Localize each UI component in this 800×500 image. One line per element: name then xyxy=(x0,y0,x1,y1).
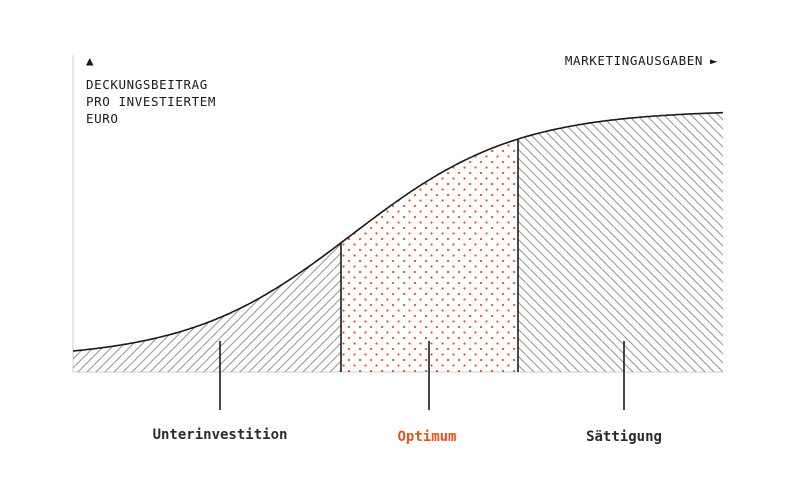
y-axis-arrow: ▲ xyxy=(86,53,94,68)
zone-label-unterinvestition: Unterinvestition xyxy=(153,427,288,443)
s-curve xyxy=(72,111,723,352)
zone-fill-optimum xyxy=(341,139,518,372)
x-axis-arrow: ► xyxy=(710,53,718,68)
zone-fill-unterinvestition xyxy=(73,242,341,372)
y-axis-label-line-1: DECKUNGSBEITRAG xyxy=(86,77,208,92)
x-axis-label: MARKETINGAUSGABEN xyxy=(565,53,703,68)
zone-label-optimum: Optimum xyxy=(397,429,456,445)
zone-fill-saettigung xyxy=(518,112,723,372)
zone-label-saettigung: Sättigung xyxy=(586,429,662,445)
y-axis-label-line-2: PRO INVESTIERTEM xyxy=(86,94,216,109)
y-axis-label-line-3: EURO xyxy=(86,111,119,126)
